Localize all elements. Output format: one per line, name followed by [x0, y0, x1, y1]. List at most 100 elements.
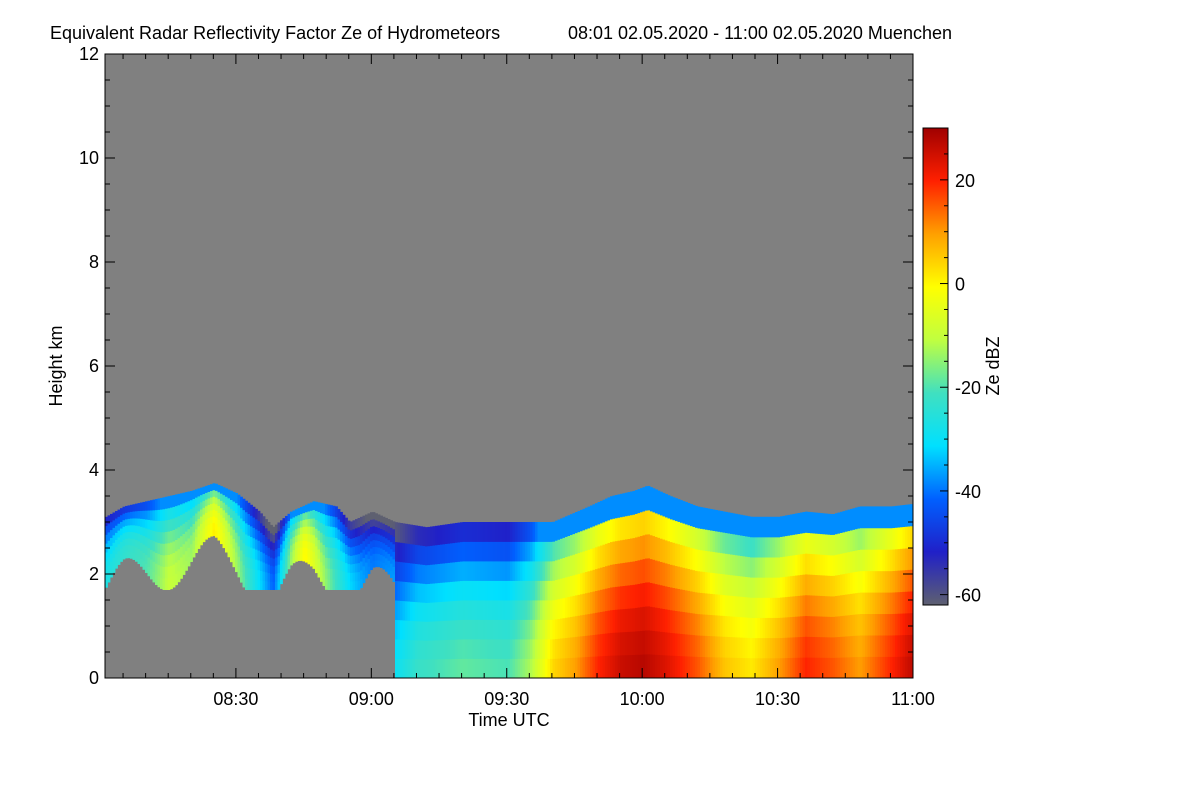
- field-cell: [292, 536, 296, 544]
- field-cell: [117, 543, 121, 552]
- field-cell: [490, 561, 493, 581]
- field-cell: [150, 529, 153, 540]
- field-cell: [782, 596, 786, 618]
- field-cell: [827, 513, 831, 535]
- field-cell: [387, 519, 391, 527]
- field-cell: [882, 592, 886, 615]
- field-cell: [765, 637, 768, 659]
- field-cell: [527, 522, 531, 542]
- field-cell: [707, 656, 711, 678]
- field-cell: [682, 633, 686, 657]
- field-cell: [827, 534, 831, 556]
- field-cell: [280, 559, 283, 569]
- field-cell: [590, 527, 593, 550]
- field-cell: [357, 535, 361, 546]
- field-cell: [602, 655, 606, 678]
- field-cell: [187, 556, 191, 567]
- field-cell: [690, 569, 693, 592]
- field-cell: [585, 550, 588, 572]
- field-cell: [190, 517, 193, 527]
- field-cell: [350, 555, 353, 565]
- field-cell: [395, 541, 398, 562]
- field-cell: [460, 600, 463, 620]
- field-cell: [832, 575, 836, 597]
- field-cell: [587, 613, 591, 636]
- field-cell: [325, 504, 328, 516]
- field-cell: [172, 564, 176, 576]
- field-cell: [297, 554, 301, 561]
- field-cell: [375, 533, 378, 541]
- field-cell: [605, 610, 608, 634]
- field-cell: [482, 658, 486, 678]
- field-cell: [350, 581, 353, 590]
- field-cell: [512, 522, 516, 542]
- field-cell: [812, 553, 816, 575]
- field-cell: [532, 580, 536, 601]
- field-cell: [172, 541, 176, 553]
- field-cell: [132, 504, 136, 512]
- field-cell: [825, 513, 828, 535]
- field-cell: [570, 555, 573, 577]
- field-cell: [422, 564, 426, 584]
- field-cell: [190, 552, 193, 562]
- field-cell: [817, 574, 821, 596]
- field-cell: [167, 507, 171, 520]
- field-cell: [610, 541, 613, 565]
- field-cell: [162, 520, 166, 533]
- field-cell: [522, 658, 526, 678]
- field-cell: [497, 619, 501, 640]
- field-cell: [637, 512, 641, 537]
- field-cell: [817, 533, 821, 555]
- field-cell: [220, 486, 223, 494]
- field-cell: [335, 579, 338, 590]
- field-cell: [115, 518, 118, 526]
- field-cell: [780, 597, 783, 618]
- field-cell: [612, 632, 616, 656]
- field-cell: [132, 518, 136, 526]
- field-cell: [560, 658, 563, 678]
- field-cell: [550, 600, 553, 620]
- field-cell: [250, 504, 253, 516]
- field-cell: [260, 570, 263, 581]
- field-cell: [600, 655, 603, 678]
- field-cell: [810, 636, 813, 658]
- field-cell: [890, 549, 893, 572]
- field-cell: [160, 565, 163, 578]
- field-cell: [132, 531, 136, 540]
- field-cell: [455, 600, 458, 621]
- field-cell: [825, 657, 828, 678]
- field-cell: [242, 531, 246, 544]
- field-cell: [840, 574, 843, 596]
- field-cell: [897, 505, 901, 528]
- field-cell: [330, 505, 333, 517]
- field-cell: [572, 636, 576, 658]
- field-cell: [642, 487, 646, 512]
- field-cell: [342, 524, 346, 534]
- field-cell: [872, 549, 876, 572]
- field-cell: [175, 550, 178, 563]
- field-cell: [242, 520, 246, 533]
- field-cell: [220, 536, 223, 545]
- field-cell: [887, 549, 891, 572]
- field-cell: [445, 524, 448, 544]
- field-cell: [815, 533, 818, 555]
- field-cell: [357, 580, 361, 590]
- field-cell: [575, 595, 578, 617]
- field-cell: [502, 658, 506, 678]
- field-cell: [122, 526, 126, 534]
- field-cell: [475, 658, 478, 678]
- field-cell: [837, 533, 841, 555]
- field-cell: [910, 547, 913, 570]
- field-cell: [657, 654, 661, 678]
- field-cell: [322, 534, 326, 545]
- field-cell: [355, 580, 358, 590]
- field-cell: [205, 525, 208, 533]
- field-cell: [692, 591, 696, 614]
- field-cell: [432, 640, 436, 660]
- field-cell: [197, 510, 201, 519]
- field-cell: [497, 541, 501, 562]
- field-cell: [775, 657, 778, 678]
- field-cell: [595, 546, 598, 570]
- field-cell: [470, 600, 473, 620]
- field-cell: [495, 541, 498, 562]
